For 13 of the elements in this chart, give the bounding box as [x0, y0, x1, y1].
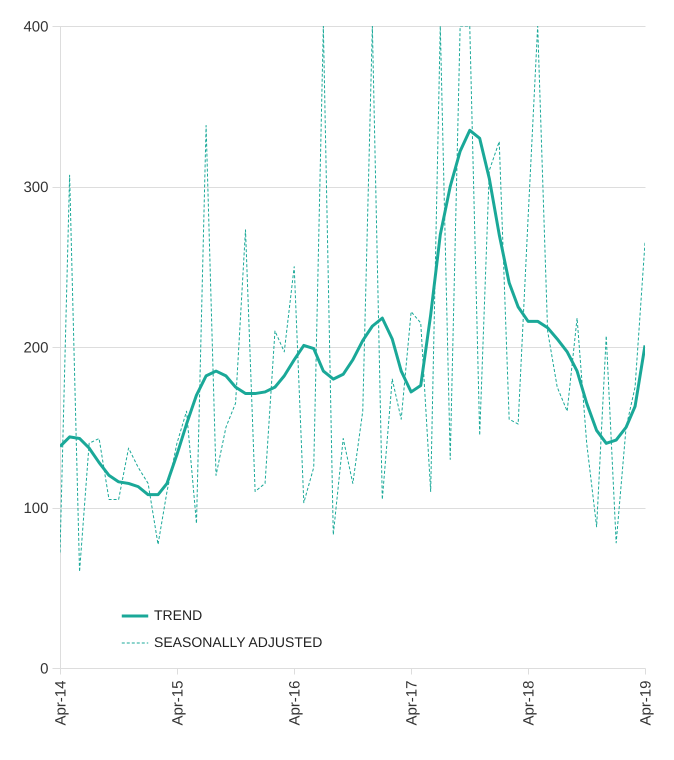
- x-tick-label: Apr-15: [169, 680, 186, 726]
- y-tick-label: 300: [23, 179, 48, 196]
- y-tick-label: 100: [23, 500, 48, 517]
- y-tick-label: 0: [40, 660, 48, 678]
- y-tick-label: 400: [23, 18, 48, 36]
- x-tick-label: Apr-18: [520, 680, 538, 726]
- x-tick-label: Apr-17: [404, 680, 421, 726]
- y-tick-label: 200: [23, 340, 48, 356]
- x-tick-label: Apr-19: [638, 680, 654, 726]
- legend-label: TREND: [154, 607, 202, 623]
- legend-label: SEASONALLY ADJUSTED: [154, 634, 322, 650]
- x-tick-label: Apr-14: [52, 680, 70, 726]
- x-tick-label: Apr-16: [286, 680, 304, 726]
